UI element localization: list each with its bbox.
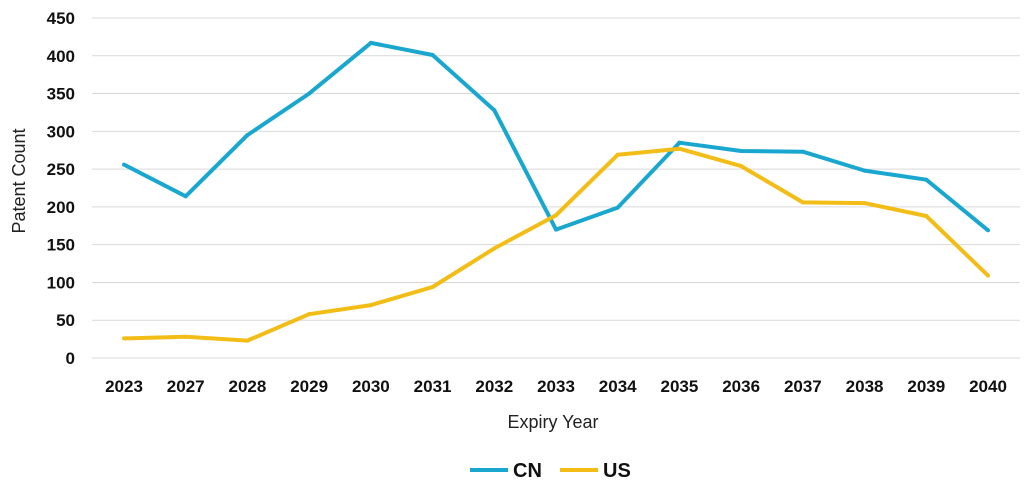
- data-point-cn: [307, 91, 312, 96]
- x-tick-label: 2031: [414, 377, 452, 396]
- x-tick-label: 2023: [105, 377, 143, 396]
- y-tick-label: 0: [66, 349, 75, 368]
- data-point-cn: [677, 140, 682, 145]
- y-tick-label: 400: [47, 47, 75, 66]
- y-tick-label: 300: [47, 122, 75, 141]
- gridlines: [92, 17, 1020, 359]
- x-tick-label: 2037: [784, 377, 822, 396]
- y-axis-ticks: 0 50 100 150 200 250 300 350 400 450: [47, 9, 75, 368]
- data-point-us: [307, 312, 312, 317]
- data-point-cn: [800, 149, 805, 154]
- y-tick-label: 350: [47, 85, 75, 104]
- x-tick-label: 2028: [229, 377, 267, 396]
- data-point-cn: [862, 168, 867, 173]
- data-point-us: [862, 201, 867, 206]
- x-tick-label: 2030: [352, 377, 390, 396]
- data-point-us: [677, 146, 682, 151]
- data-point-us: [924, 213, 929, 218]
- data-point-cn: [986, 228, 990, 233]
- data-point-us: [430, 284, 435, 289]
- data-point-us: [800, 200, 805, 205]
- x-tick-label: 2036: [722, 377, 760, 396]
- legend-label-us: US: [603, 460, 631, 482]
- data-point-cn: [924, 177, 929, 182]
- y-tick-label: 450: [47, 9, 75, 28]
- y-tick-label: 100: [47, 273, 75, 292]
- x-tick-label: 2038: [846, 377, 884, 396]
- data-point-cn: [430, 53, 435, 58]
- data-point-us: [615, 152, 620, 157]
- x-tick-label: 2035: [661, 377, 699, 396]
- data-point-cn: [615, 205, 620, 210]
- data-point-us: [554, 213, 558, 218]
- y-axis-title: Patent Count: [9, 128, 29, 233]
- data-point-us: [183, 334, 188, 339]
- data-point-us: [245, 338, 250, 343]
- x-tick-label: 2033: [537, 377, 575, 396]
- data-point-us: [739, 164, 744, 169]
- data-point-us: [986, 273, 990, 278]
- x-axis-ticks: 2023 2027 2028 2029 2030 2031 2032 2033 2034 2035…: [105, 377, 1007, 396]
- x-tick-label: 2027: [167, 377, 205, 396]
- data-point-cn: [245, 133, 250, 138]
- y-tick-label: 250: [47, 160, 75, 179]
- data-point-us: [492, 246, 497, 251]
- legend: CN US: [470, 460, 631, 482]
- series-lines: [122, 40, 990, 343]
- x-tick-label: 2034: [599, 377, 637, 396]
- x-tick-label: 2039: [907, 377, 945, 396]
- data-point-cn: [122, 162, 126, 167]
- x-tick-label: 2032: [475, 377, 513, 396]
- data-point-cn: [739, 148, 744, 153]
- data-point-us: [368, 303, 373, 308]
- data-point-cn: [183, 194, 188, 199]
- y-tick-label: 200: [47, 198, 75, 217]
- data-point-cn: [554, 227, 558, 232]
- x-axis-title: Expiry Year: [507, 412, 598, 432]
- x-tick-label: 2029: [290, 377, 328, 396]
- legend-label-cn: CN: [513, 460, 542, 482]
- data-point-cn: [492, 108, 497, 113]
- y-tick-label: 50: [56, 311, 75, 330]
- x-tick-label: 2040: [969, 377, 1007, 396]
- data-point-us: [122, 336, 126, 341]
- data-point-cn: [368, 40, 373, 45]
- y-tick-label: 150: [47, 236, 75, 255]
